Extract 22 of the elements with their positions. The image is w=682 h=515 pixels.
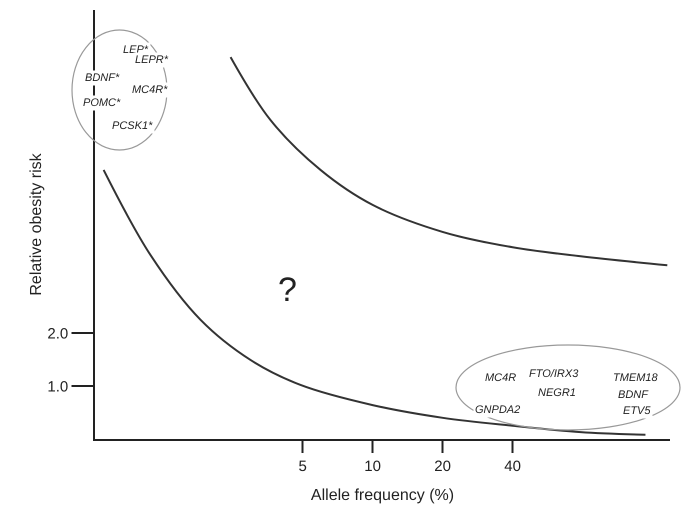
- y-tick-label: 2.0: [47, 325, 68, 342]
- annotation: POMC*: [83, 97, 121, 109]
- annotation: BDNF*: [85, 72, 120, 84]
- annotation: NEGR1: [538, 387, 576, 399]
- annotation: MC4R: [485, 372, 516, 384]
- annotation: FTO/IRX3: [529, 368, 580, 380]
- annotation: BDNF: [618, 389, 650, 401]
- annotation: PCSK1*: [112, 120, 154, 132]
- annotation: ETV5: [623, 405, 652, 417]
- annotation: LEP*: [123, 44, 149, 56]
- annotation: GNPDA2: [475, 404, 520, 416]
- annotation: ?: [278, 271, 297, 309]
- x-axis-title: Allele frequency (%): [310, 486, 454, 504]
- x-tick-label: 5: [298, 458, 307, 475]
- x-tick-label: 40: [504, 458, 521, 475]
- x-tick-label: 20: [434, 458, 451, 475]
- annotation: TMEM18: [613, 372, 658, 384]
- annotation: LEPR*: [135, 54, 169, 66]
- y-axis-title: Relative obesity risk: [28, 152, 45, 296]
- y-tick-label: 1.0: [47, 378, 68, 396]
- annotation: MC4R*: [132, 84, 168, 96]
- x-tick-label: 10: [364, 458, 381, 475]
